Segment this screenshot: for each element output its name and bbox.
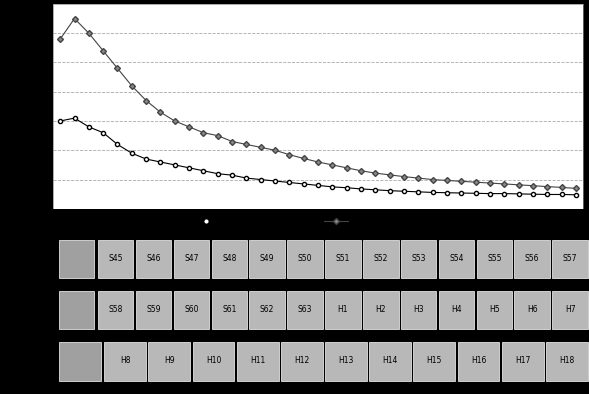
Bar bbox=[502, 342, 544, 381]
Text: S59: S59 bbox=[146, 305, 161, 314]
Bar bbox=[249, 291, 285, 329]
Text: S57: S57 bbox=[563, 254, 577, 263]
Text: ―◆― 自排局: ―◆― 自排局 bbox=[353, 216, 397, 225]
Bar bbox=[249, 240, 285, 278]
Text: H3: H3 bbox=[413, 305, 424, 314]
Text: S49: S49 bbox=[260, 254, 274, 263]
Bar bbox=[439, 291, 474, 329]
Bar bbox=[401, 291, 436, 329]
Text: S58: S58 bbox=[108, 305, 123, 314]
Bar bbox=[98, 291, 134, 329]
Text: S55: S55 bbox=[487, 254, 502, 263]
Text: S48: S48 bbox=[222, 254, 236, 263]
Text: H8: H8 bbox=[120, 356, 130, 365]
Text: H13: H13 bbox=[338, 356, 354, 365]
Bar bbox=[458, 342, 499, 381]
Bar bbox=[287, 291, 323, 329]
Bar bbox=[211, 291, 247, 329]
Bar bbox=[193, 342, 234, 381]
Text: H7: H7 bbox=[565, 305, 575, 314]
Bar bbox=[211, 240, 247, 278]
Bar bbox=[98, 240, 134, 278]
Bar bbox=[104, 342, 146, 381]
Text: S50: S50 bbox=[298, 254, 312, 263]
Bar bbox=[325, 342, 367, 381]
Text: H10: H10 bbox=[206, 356, 221, 365]
Text: H15: H15 bbox=[426, 356, 442, 365]
Bar bbox=[237, 342, 279, 381]
Bar bbox=[325, 291, 360, 329]
Text: H6: H6 bbox=[527, 305, 538, 314]
Text: S63: S63 bbox=[298, 305, 312, 314]
Bar bbox=[287, 240, 323, 278]
Text: H14: H14 bbox=[382, 356, 398, 365]
Text: H12: H12 bbox=[294, 356, 309, 365]
Bar bbox=[148, 342, 190, 381]
Bar bbox=[439, 240, 474, 278]
Bar bbox=[281, 342, 323, 381]
Text: S54: S54 bbox=[449, 254, 464, 263]
Text: S51: S51 bbox=[336, 254, 350, 263]
Bar bbox=[401, 240, 436, 278]
Text: H11: H11 bbox=[250, 356, 265, 365]
Text: H17: H17 bbox=[515, 356, 531, 365]
Bar bbox=[59, 291, 94, 329]
Text: S46: S46 bbox=[146, 254, 161, 263]
Text: ―○― 一般局: ―○― 一般局 bbox=[224, 216, 269, 225]
Bar bbox=[552, 240, 588, 278]
Text: S45: S45 bbox=[108, 254, 123, 263]
Text: S53: S53 bbox=[411, 254, 426, 263]
Bar bbox=[136, 291, 171, 329]
Bar bbox=[552, 291, 588, 329]
Bar bbox=[477, 291, 512, 329]
Bar bbox=[174, 291, 209, 329]
Bar bbox=[325, 240, 360, 278]
Bar bbox=[546, 342, 588, 381]
Bar bbox=[369, 342, 411, 381]
Bar bbox=[59, 342, 101, 381]
Bar bbox=[59, 240, 94, 278]
Bar bbox=[363, 291, 399, 329]
Bar bbox=[174, 240, 209, 278]
Text: H9: H9 bbox=[164, 356, 175, 365]
Text: S52: S52 bbox=[373, 254, 388, 263]
Bar bbox=[514, 291, 550, 329]
Text: S60: S60 bbox=[184, 305, 198, 314]
Text: S62: S62 bbox=[260, 305, 274, 314]
Bar bbox=[514, 240, 550, 278]
Text: H1: H1 bbox=[337, 305, 348, 314]
Text: S47: S47 bbox=[184, 254, 198, 263]
Text: H2: H2 bbox=[376, 305, 386, 314]
Bar bbox=[363, 240, 399, 278]
Text: H16: H16 bbox=[471, 356, 487, 365]
Text: S56: S56 bbox=[525, 254, 540, 263]
Text: H4: H4 bbox=[451, 305, 462, 314]
Bar bbox=[413, 342, 455, 381]
Bar bbox=[477, 240, 512, 278]
Text: H5: H5 bbox=[489, 305, 499, 314]
Text: H18: H18 bbox=[560, 356, 574, 365]
Bar bbox=[136, 240, 171, 278]
Text: S61: S61 bbox=[222, 305, 236, 314]
